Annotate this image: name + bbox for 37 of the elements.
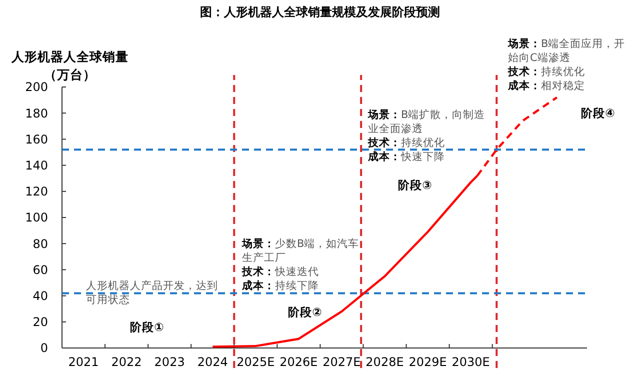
chart-title: 图：人形机器人全球销量规模及发展阶段预测 — [200, 5, 440, 19]
x-tick-label: 2027E — [322, 355, 361, 369]
y-tick-label: 200 — [25, 80, 48, 94]
x-tick-label: 2021 — [68, 355, 99, 369]
ref-line-label: 人形机器人产品开发，达到可用状态 — [86, 279, 218, 306]
annotation: 场景：B端扩散，向制造业全面渗透 — [367, 108, 486, 135]
annotation: 阶段② — [288, 305, 322, 319]
y-tick-label: 20 — [32, 315, 48, 330]
x-tick-label: 2029E — [408, 355, 447, 369]
y-tick-label: 140 — [25, 158, 48, 172]
x-tick-label: 2026E — [280, 355, 318, 369]
annotation: 成本：持续下降 — [241, 279, 319, 292]
x-tick-label: 2024 — [197, 355, 228, 369]
annotation: 阶段④ — [581, 106, 616, 120]
y-tick-label: 100 — [25, 210, 48, 225]
y-tick-label: 80 — [32, 236, 48, 251]
annotation: 成本：快速下降 — [367, 150, 445, 163]
annotation: 技术：快速迭代 — [241, 265, 319, 278]
annotation: 成本：相对稳定 — [507, 79, 585, 92]
annotation: 阶段③ — [398, 178, 432, 192]
x-tick-label: 2022 — [111, 355, 142, 369]
y-tick-label: 40 — [32, 289, 48, 303]
annotation: 场景：少数B端，如汽车生产工厂 — [241, 237, 360, 264]
y-tick-label: 60 — [32, 262, 48, 277]
annotation: 技术：持续优化 — [367, 136, 445, 149]
x-tick-label: 2030E — [452, 355, 490, 369]
text: 场景：B端全面应用，开始向C端渗透 — [507, 37, 626, 64]
x-tick-label: 2023 — [154, 355, 185, 369]
y-tick-label: 180 — [25, 106, 48, 120]
y-tick-label: 0 — [40, 341, 48, 356]
y-tick-label: 120 — [25, 184, 48, 199]
x-tick-label: 2025E — [236, 355, 275, 369]
annotation: 阶段① — [130, 320, 164, 334]
x-tick-label: 2028E — [366, 355, 404, 369]
y-axis-title: 人形机器人全球销量（万台） — [10, 49, 128, 82]
y-tick-label: 160 — [25, 132, 48, 146]
text: 技术：持续优化 — [507, 65, 585, 78]
